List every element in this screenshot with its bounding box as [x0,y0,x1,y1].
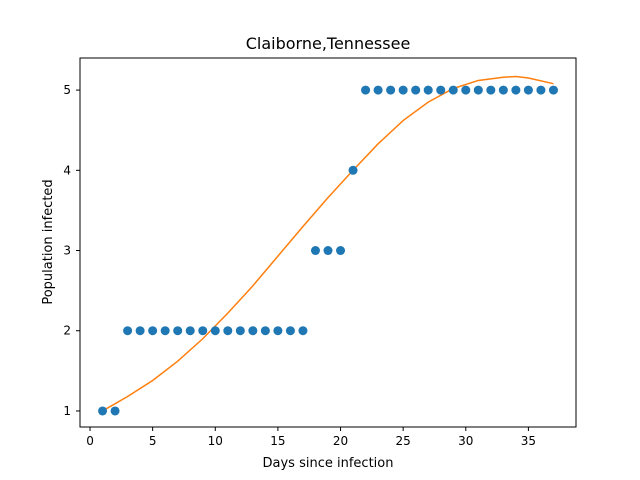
data-point [398,85,408,95]
x-tick-label: 25 [396,434,411,448]
x-axis-label: Days since infection [263,456,394,471]
data-point [173,326,183,336]
data-point [498,85,508,95]
chart-title: Claiborne,Tennessee [246,34,411,53]
data-point [486,85,496,95]
y-tick-label: 5 [63,83,71,97]
data-point [461,85,471,95]
data-point [423,85,433,95]
plot-area [98,75,558,416]
data-point [411,85,421,95]
data-point [135,326,145,336]
fit-curve [102,75,554,412]
data-point [373,85,383,95]
data-point [386,85,396,95]
data-point [298,326,308,336]
data-point [185,326,195,336]
data-point [110,406,120,416]
axes-frame [79,57,577,428]
data-point [160,326,170,336]
data-point [260,326,270,336]
y-tick-label: 1 [63,404,71,418]
data-point [98,406,108,416]
data-point [548,85,558,95]
data-point [523,85,533,95]
data-point [361,85,371,95]
y-tick-label: 2 [63,324,71,338]
data-point [273,326,283,336]
data-point [285,326,295,336]
data-point [336,246,346,256]
data-point [210,326,220,336]
data-point [323,246,333,256]
y-tick-label: 3 [63,244,71,258]
y-axis: 1 2 3 4 5 [63,83,80,418]
data-point [511,85,521,95]
x-tick-label: 5 [149,434,157,448]
data-point [348,165,358,175]
data-point [310,246,320,256]
x-tick-label: 30 [458,434,473,448]
data-point [473,85,483,95]
y-axis-label: Population infected [41,179,56,304]
data-point [248,326,258,336]
x-tick-label: 20 [333,434,348,448]
data-point [123,326,133,336]
data-point [436,85,446,95]
data-point [223,326,233,336]
data-point [198,326,208,336]
data-point [148,326,158,336]
data-point [235,326,245,336]
x-tick-label: 35 [521,434,536,448]
x-axis: 0 5 10 15 20 25 30 35 [86,427,536,448]
data-point [448,85,458,95]
y-tick-label: 4 [63,163,71,177]
x-tick-label: 15 [270,434,285,448]
x-tick-label: 0 [86,434,94,448]
x-tick-label: 10 [208,434,223,448]
data-point [536,85,546,95]
